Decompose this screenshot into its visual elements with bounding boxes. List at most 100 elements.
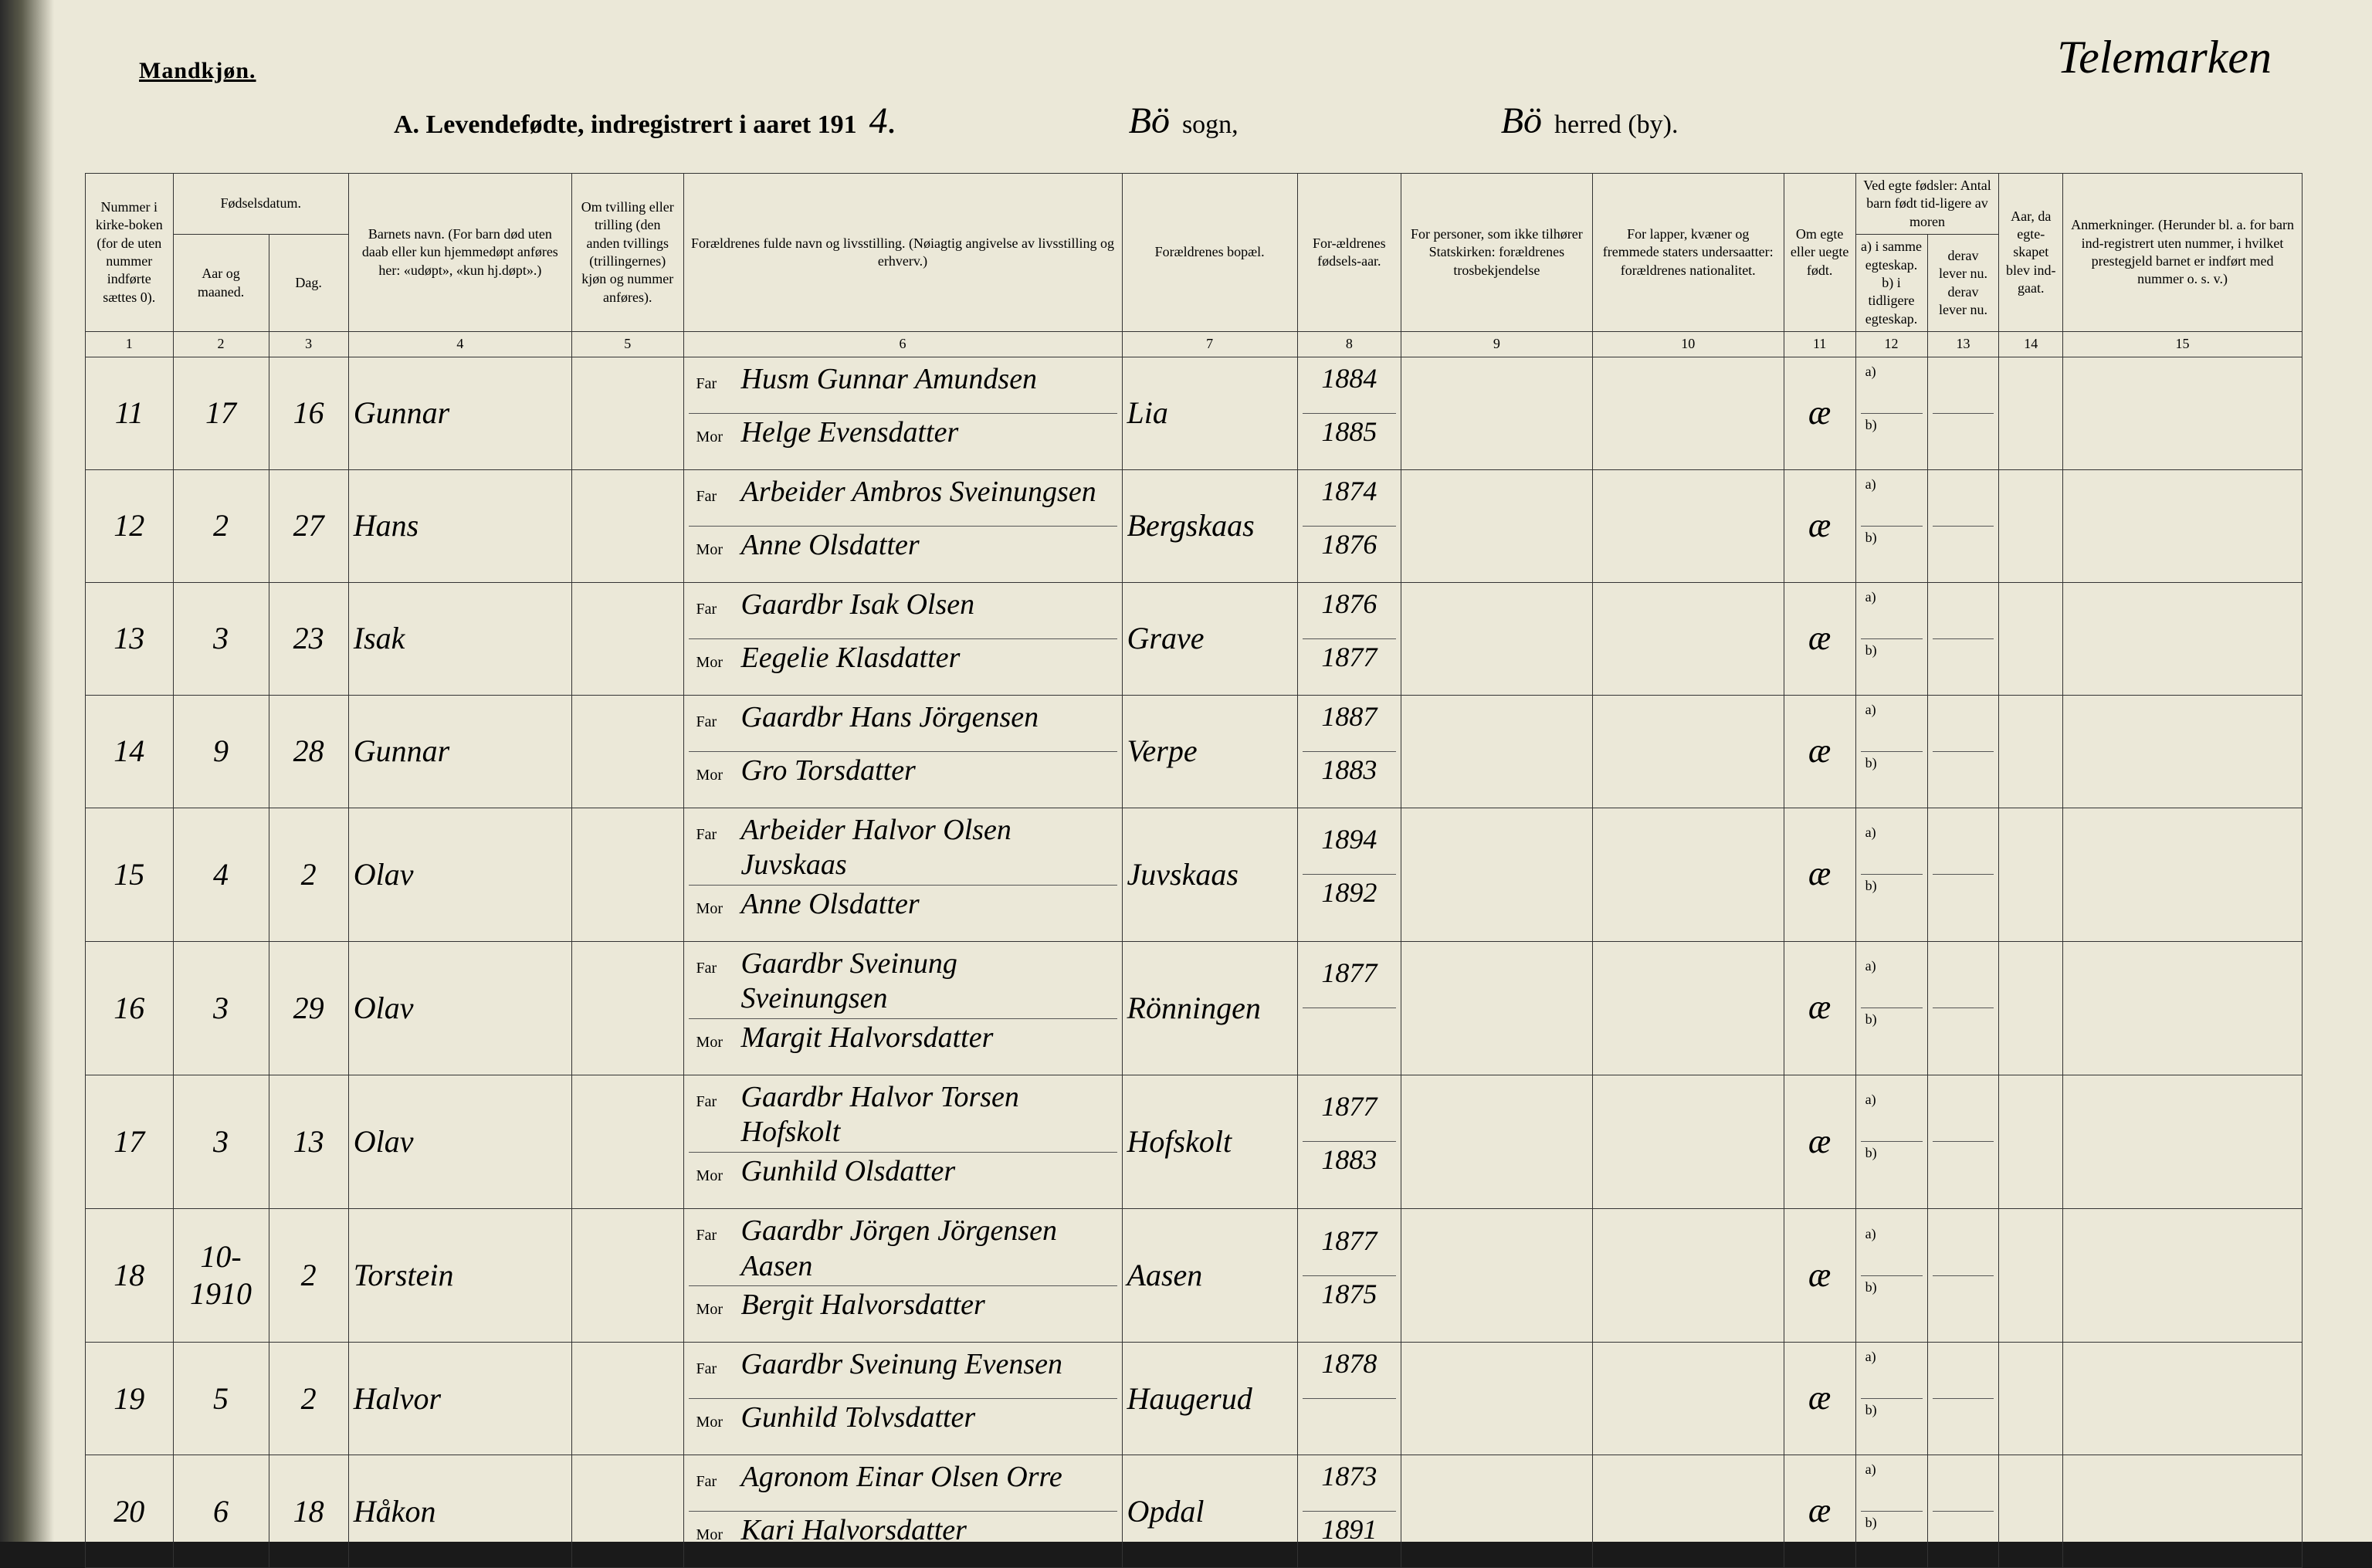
cell: 11 xyxy=(86,357,174,469)
parent-name: Anne Olsdatter xyxy=(741,528,920,564)
birthyear: 1894 xyxy=(1303,821,1396,875)
parent-role-label: Far xyxy=(696,1472,730,1491)
cell: 9 xyxy=(173,695,269,808)
parent-role-label: Mor xyxy=(696,1167,730,1185)
ab-label: a) xyxy=(1861,1458,1923,1512)
ab-label: a) xyxy=(1861,955,1923,1008)
table-header: Nummer i kirke-boken (for de uten nummer… xyxy=(86,174,2303,357)
cell xyxy=(571,1455,683,1568)
column-number: 12 xyxy=(1855,332,1927,357)
ab-label: b) xyxy=(1861,414,1923,466)
parent-name: Arbeider Halvor Olsen Juvskaas xyxy=(741,813,1110,883)
cell: Isak xyxy=(348,582,571,695)
ab-cell: a)b) xyxy=(1855,808,1927,941)
ab-cell xyxy=(1927,1455,1999,1568)
cell xyxy=(2063,1343,2303,1455)
col-header: Om egte eller uegte født. xyxy=(1784,174,1855,332)
cell xyxy=(571,1075,683,1208)
cell: æ xyxy=(1784,1075,1855,1208)
birthyear: 1876 xyxy=(1303,586,1396,639)
cell xyxy=(1592,582,1784,695)
birthyear xyxy=(1303,1008,1396,1061)
cell: Aasen xyxy=(1122,1209,1297,1343)
parent-name: Bergit Halvorsdatter xyxy=(741,1288,985,1323)
cell: Grave xyxy=(1122,582,1297,695)
parent-role-label: Mor xyxy=(696,540,730,559)
col-header: Forældrenes bopæl. xyxy=(1122,174,1297,332)
ab-label: b) xyxy=(1861,1399,1923,1451)
cell: 20 xyxy=(86,1455,174,1568)
parents-cell: FarArbeider Halvor Olsen JuvskaasMorAnne… xyxy=(683,808,1122,941)
parent-role-label: Mor xyxy=(696,1413,730,1431)
region-script: Telemarken xyxy=(2057,31,2272,84)
birthyear: 1885 xyxy=(1303,414,1396,466)
cell: 16 xyxy=(269,357,348,469)
ledger-page: Mandkjøn. Telemarken A. Levendefødte, in… xyxy=(0,0,2372,1542)
cell: 19 xyxy=(86,1343,174,1455)
cell xyxy=(571,1209,683,1343)
parent-name: Gunhild Tolvsdatter xyxy=(741,1400,976,1436)
cell xyxy=(1401,1343,1592,1455)
parent-name: Arbeider Ambros Sveinungsen xyxy=(741,475,1096,510)
birthyears-cell: 18941892 xyxy=(1297,808,1401,941)
parents-cell: FarGaardbr Jörgen Jörgensen AasenMorBerg… xyxy=(683,1209,1122,1343)
ab-label: b) xyxy=(1861,1142,1923,1194)
cell xyxy=(2063,1455,2303,1568)
cell: Hofskolt xyxy=(1122,1075,1297,1208)
gender-label: Mandkjøn. xyxy=(139,58,256,84)
ab-label: b) xyxy=(1861,1512,1923,1564)
birthyear: 1876 xyxy=(1303,527,1396,579)
parent-role-label: Mor xyxy=(696,1300,730,1319)
parent-name: Gaardbr Sveinung Evensen xyxy=(741,1347,1063,1383)
birthyears-cell: 1877 xyxy=(1297,941,1401,1075)
ab-label: b) xyxy=(1861,1008,1923,1061)
cell xyxy=(1592,357,1784,469)
column-number: 4 xyxy=(348,332,571,357)
title-year-suffix: 4. xyxy=(869,100,897,142)
col-header: Anmerkninger. (Herunder bl. a. for barn … xyxy=(2063,174,2303,332)
cell xyxy=(1999,808,2063,941)
cell: æ xyxy=(1784,1455,1855,1568)
cell xyxy=(1401,469,1592,582)
ab-cell xyxy=(1927,695,1999,808)
col-header: derav lever nu. derav lever nu. xyxy=(1927,235,1999,332)
birthyear: 1877 xyxy=(1303,1223,1396,1276)
cell xyxy=(1999,582,2063,695)
cell: 18 xyxy=(269,1455,348,1568)
cell: 28 xyxy=(269,695,348,808)
birthyears-cell: 18841885 xyxy=(1297,357,1401,469)
col-header: Forældrenes fulde navn og livsstilling. … xyxy=(683,174,1122,332)
parent-name: Agronom Einar Olsen Orre xyxy=(741,1460,1062,1495)
cell: æ xyxy=(1784,808,1855,941)
ab-label: a) xyxy=(1861,586,1923,639)
birthyears-cell: 18871883 xyxy=(1297,695,1401,808)
ab-cell: a)b) xyxy=(1855,582,1927,695)
parent-role-label: Far xyxy=(696,713,730,731)
cell: 17 xyxy=(173,357,269,469)
cell: 29 xyxy=(269,941,348,1075)
birthyear: 1883 xyxy=(1303,752,1396,804)
table-row: 16329OlavFarGaardbr Sveinung Sveinungsen… xyxy=(86,941,2303,1075)
column-number: 7 xyxy=(1122,332,1297,357)
cell xyxy=(1401,357,1592,469)
ab-cell: a)b) xyxy=(1855,941,1927,1075)
cell xyxy=(1592,1455,1784,1568)
cell xyxy=(1999,1343,2063,1455)
parent-name: Gaardbr Hans Jörgensen xyxy=(741,700,1039,736)
herred-script: Bö xyxy=(1501,100,1542,142)
cell xyxy=(1401,1455,1592,1568)
cell: æ xyxy=(1784,469,1855,582)
parent-name: Margit Halvorsdatter xyxy=(741,1021,994,1056)
parent-role-label: Far xyxy=(696,959,730,977)
cell: 5 xyxy=(173,1343,269,1455)
ab-cell xyxy=(1927,469,1999,582)
ledger-table: Nummer i kirke-boken (for de uten nummer… xyxy=(85,173,2303,1568)
birthyears-cell: 18761877 xyxy=(1297,582,1401,695)
ab-label: b) xyxy=(1861,752,1923,804)
parent-name: Husm Gunnar Amundsen xyxy=(741,362,1038,398)
cell: æ xyxy=(1784,1209,1855,1343)
cell xyxy=(1592,808,1784,941)
cell: Olav xyxy=(348,1075,571,1208)
cell xyxy=(2063,1075,2303,1208)
col-header: Aar, da egte-skapet blev ind-gaat. xyxy=(1999,174,2063,332)
